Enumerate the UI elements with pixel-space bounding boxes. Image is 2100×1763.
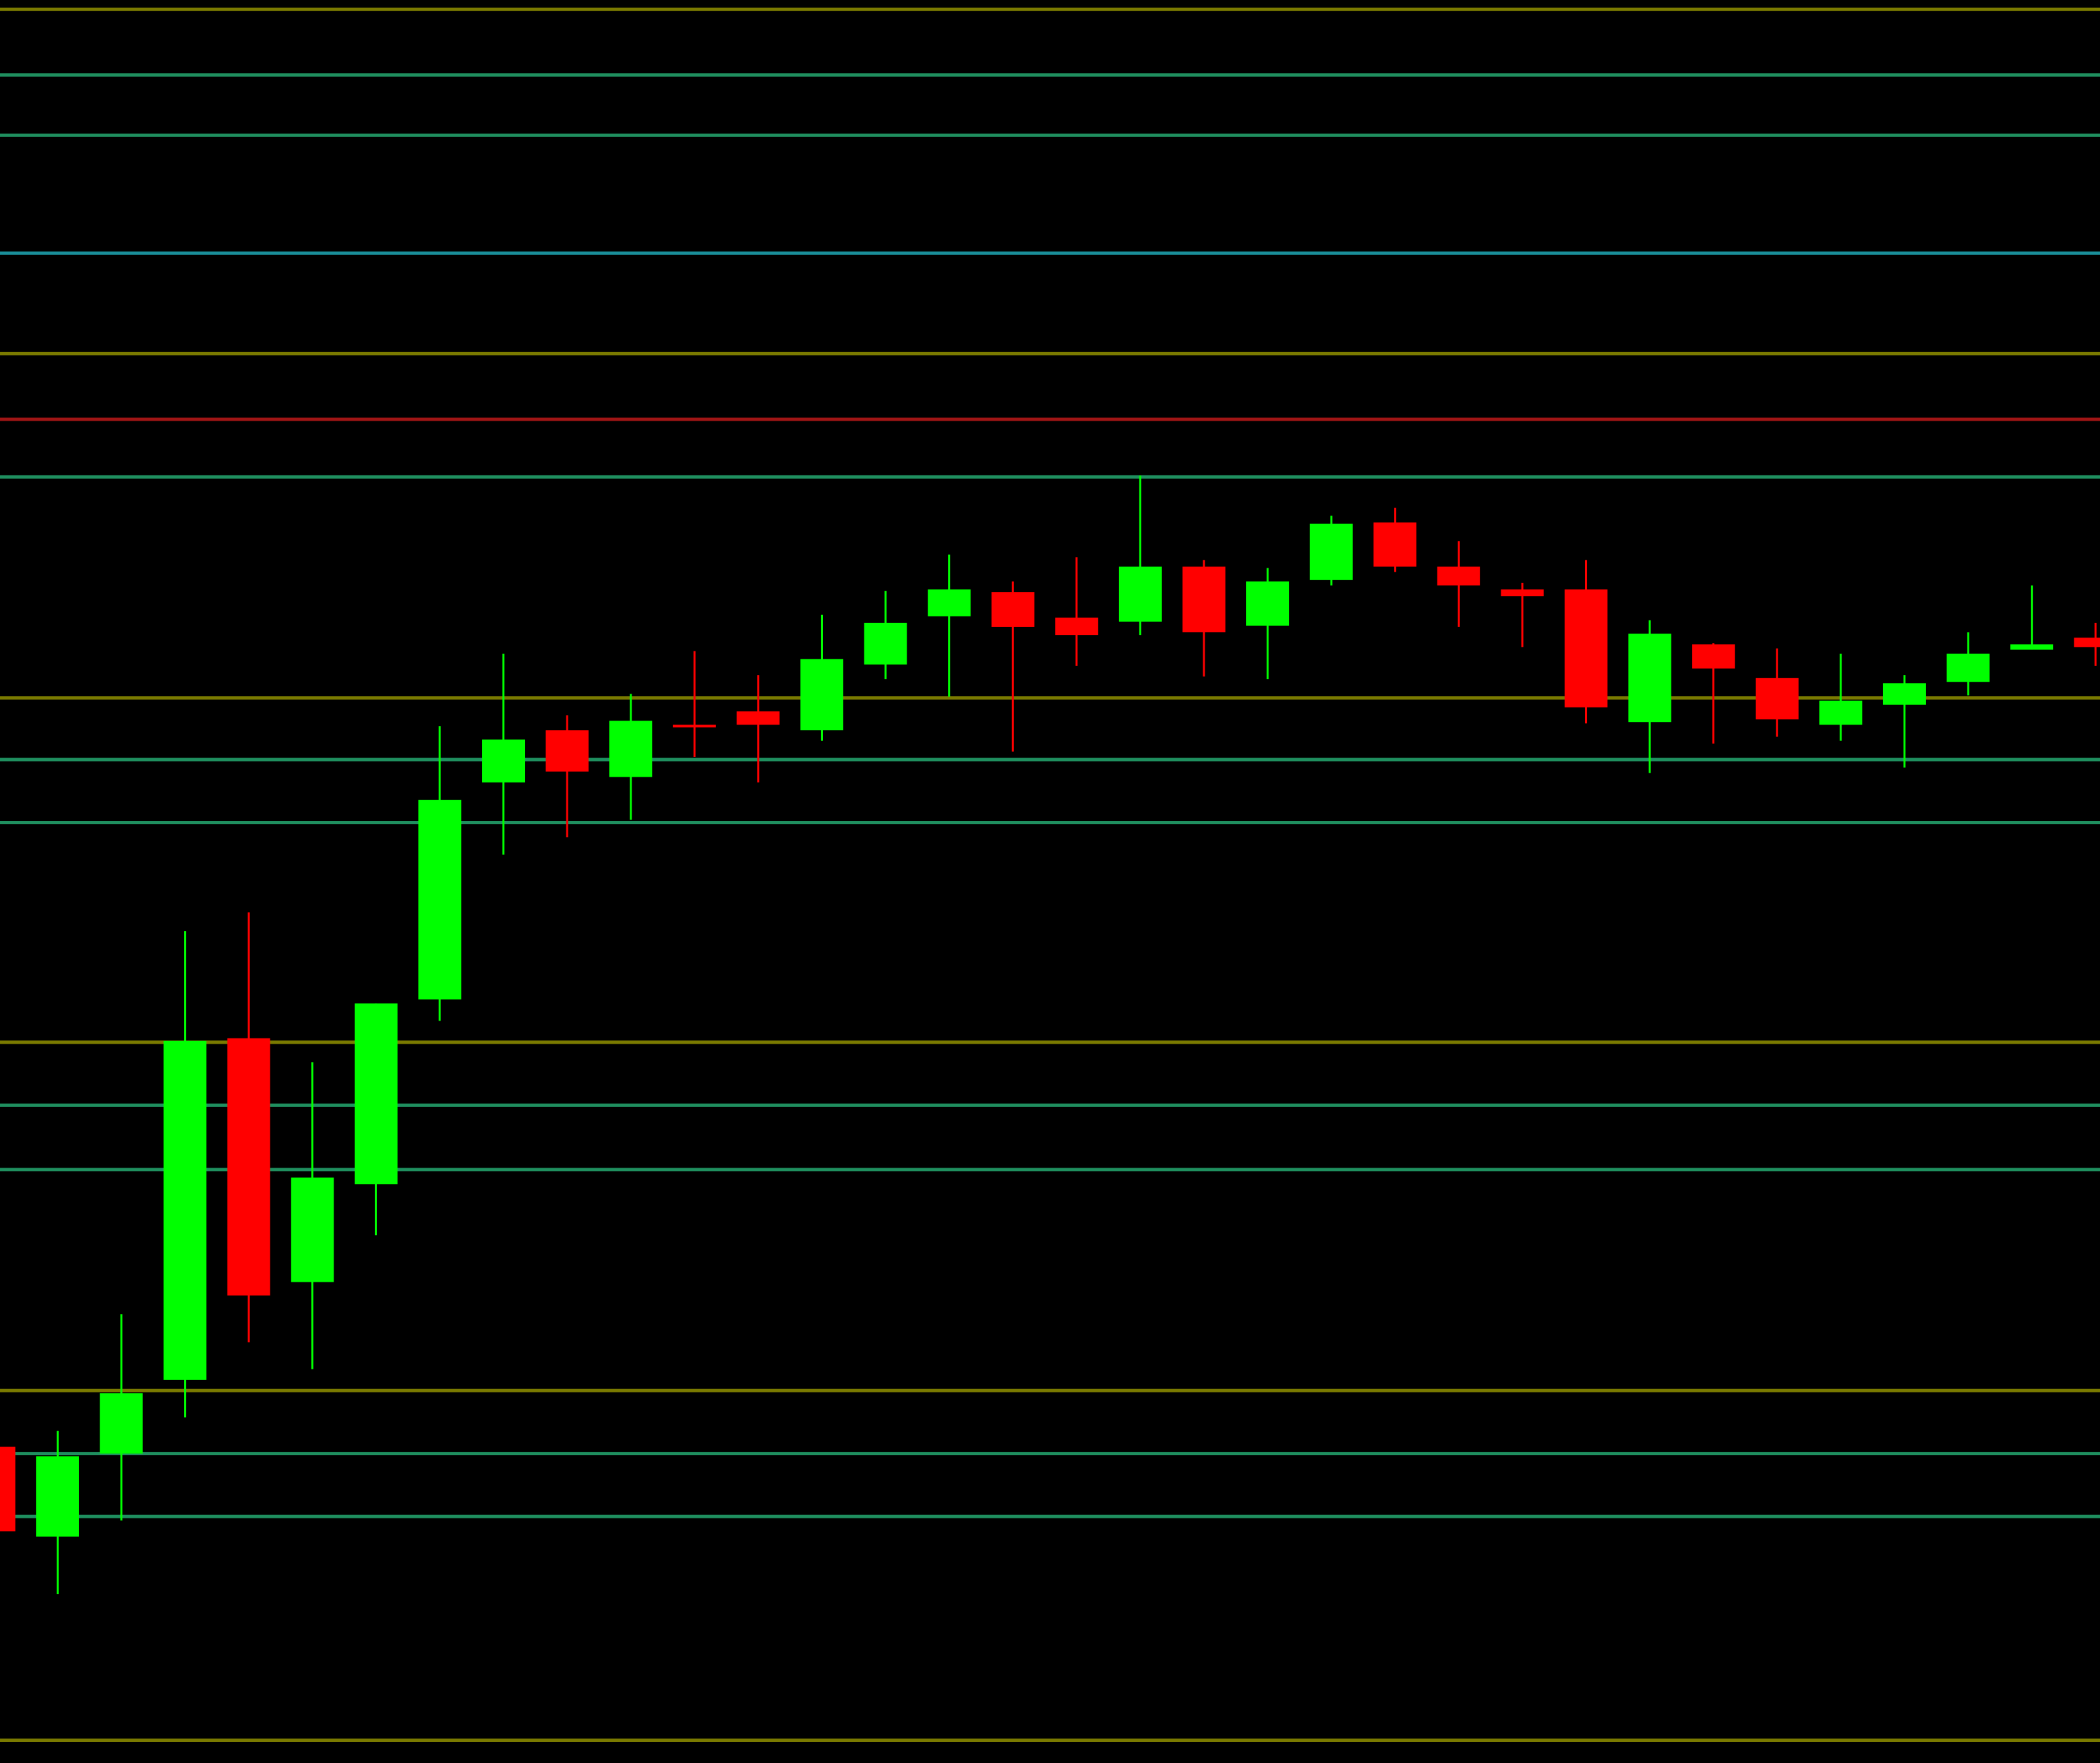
candle-body — [1182, 566, 1226, 633]
candle-body — [1118, 566, 1162, 622]
candle-body — [928, 589, 971, 616]
candle-body — [1309, 523, 1353, 580]
candle-body — [36, 1456, 79, 1537]
candle-body — [482, 739, 525, 783]
candle-body — [1373, 522, 1417, 567]
candle-body — [1819, 700, 1863, 725]
candle-body — [227, 1038, 270, 1296]
candle-body — [164, 1040, 207, 1380]
candle-body — [1882, 683, 1926, 705]
candle-body — [736, 711, 780, 725]
candle-body — [1692, 644, 1735, 669]
candle-body — [354, 1003, 398, 1185]
candle-body — [418, 800, 462, 1000]
candle-body — [545, 730, 589, 772]
candle-body — [100, 1393, 143, 1454]
candle-body — [2074, 638, 2100, 647]
candle-body — [2010, 644, 2054, 650]
candle-body — [1055, 617, 1098, 636]
candle-body — [1501, 589, 1544, 597]
candle-body — [1565, 589, 1608, 707]
candle-body — [1628, 634, 1671, 723]
candle-body — [864, 622, 907, 665]
candle-body — [673, 725, 716, 728]
candle-body — [1946, 653, 1990, 682]
candle-body — [609, 721, 653, 777]
candle-body — [991, 592, 1035, 627]
candle-body — [1437, 566, 1480, 585]
candle-body — [291, 1178, 334, 1282]
candle-body — [1246, 581, 1290, 626]
candle-body — [1755, 678, 1799, 720]
candle-body — [0, 1447, 16, 1532]
candle-body — [800, 659, 843, 731]
